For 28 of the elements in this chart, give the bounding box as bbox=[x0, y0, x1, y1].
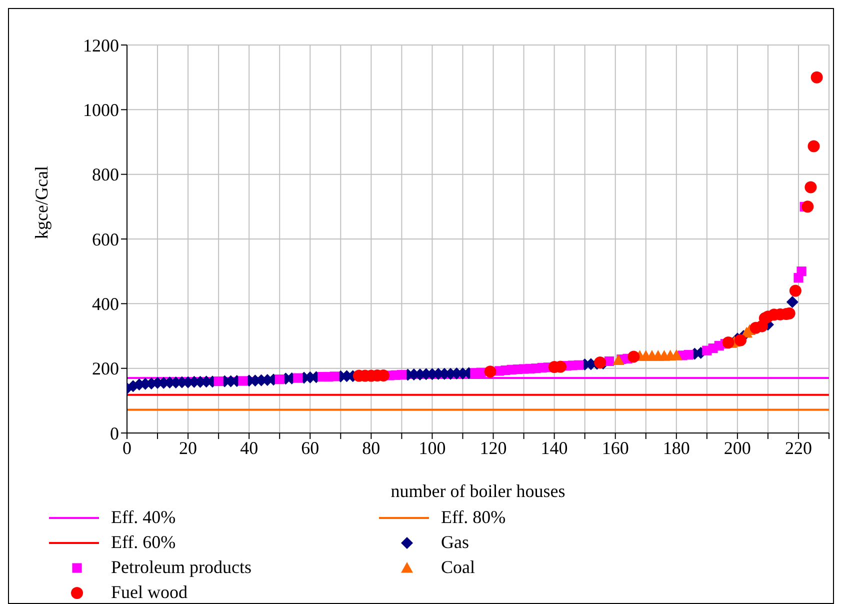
y-axis-title: kgce/Gcal bbox=[31, 166, 52, 239]
x-tick-label: 60 bbox=[301, 438, 320, 458]
x-tick-label: 200 bbox=[724, 438, 751, 458]
y-tick-label: 0 bbox=[110, 423, 119, 444]
x-tick-label: 80 bbox=[362, 438, 380, 458]
y-tick-label: 600 bbox=[92, 229, 119, 250]
legend-label: Fuel wood bbox=[111, 582, 188, 603]
x-axis-title: number of boiler houses bbox=[390, 481, 566, 501]
legend-label: Eff. 40% bbox=[111, 507, 176, 528]
x-tick-label: 220 bbox=[784, 438, 812, 458]
y-tick-label: 800 bbox=[92, 164, 119, 185]
x-tick-label: 180 bbox=[662, 438, 690, 458]
x-tick-label: 160 bbox=[602, 438, 629, 458]
legend-label: Coal bbox=[441, 557, 475, 578]
legend-label: Petroleum products bbox=[111, 557, 252, 578]
y-tick-label: 400 bbox=[92, 294, 119, 314]
y-tick-label: 1000 bbox=[83, 100, 119, 120]
x-tick-label: 0 bbox=[122, 438, 132, 458]
y-tick-label: 200 bbox=[92, 358, 119, 379]
x-tick-label: 140 bbox=[540, 438, 568, 458]
x-tick-label: 100 bbox=[418, 438, 446, 458]
x-tick-label: 20 bbox=[179, 438, 198, 458]
x-tick-label: 120 bbox=[480, 438, 507, 458]
y-tick-label: 1200 bbox=[83, 35, 119, 56]
x-tick-label: 40 bbox=[240, 438, 258, 458]
legend-label: Eff. 60% bbox=[111, 532, 176, 553]
legend-label: Gas bbox=[441, 532, 469, 553]
legend-label: Eff. 80% bbox=[441, 507, 506, 528]
